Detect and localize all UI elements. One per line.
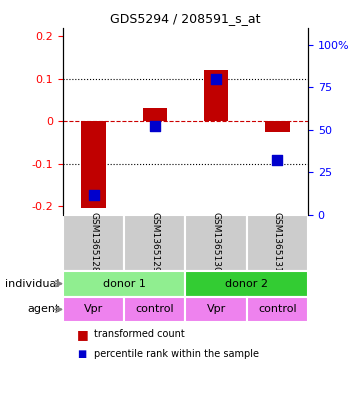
Text: ■: ■ [77, 349, 86, 359]
Title: GDS5294 / 208591_s_at: GDS5294 / 208591_s_at [110, 12, 261, 25]
Text: ■: ■ [77, 327, 89, 341]
FancyBboxPatch shape [247, 297, 308, 322]
Bar [143, 108, 167, 121]
FancyBboxPatch shape [63, 297, 124, 322]
Point [274, 157, 280, 163]
Bar [204, 70, 228, 121]
Text: Vpr: Vpr [206, 305, 226, 314]
FancyBboxPatch shape [63, 215, 124, 271]
FancyBboxPatch shape [186, 215, 247, 271]
Text: donor 2: donor 2 [225, 279, 268, 289]
Text: GSM1365129: GSM1365129 [150, 212, 159, 273]
Text: agent: agent [28, 305, 60, 314]
FancyBboxPatch shape [186, 297, 247, 322]
Text: transformed count: transformed count [94, 329, 185, 339]
Point [213, 75, 219, 82]
Bar [81, 121, 106, 208]
Text: percentile rank within the sample: percentile rank within the sample [94, 349, 259, 359]
Text: donor 1: donor 1 [103, 279, 146, 289]
Text: Vpr: Vpr [84, 305, 103, 314]
FancyBboxPatch shape [124, 297, 186, 322]
Text: GSM1365128: GSM1365128 [89, 212, 98, 273]
Bar [265, 121, 289, 132]
FancyBboxPatch shape [247, 215, 308, 271]
Text: control: control [135, 305, 174, 314]
Point [91, 192, 97, 198]
Point [152, 123, 158, 129]
Text: GSM1365131: GSM1365131 [273, 212, 282, 273]
FancyBboxPatch shape [124, 215, 186, 271]
Text: GSM1365130: GSM1365130 [212, 212, 220, 273]
Text: control: control [258, 305, 297, 314]
FancyBboxPatch shape [186, 271, 308, 297]
FancyBboxPatch shape [63, 271, 186, 297]
Text: individual: individual [6, 279, 60, 289]
